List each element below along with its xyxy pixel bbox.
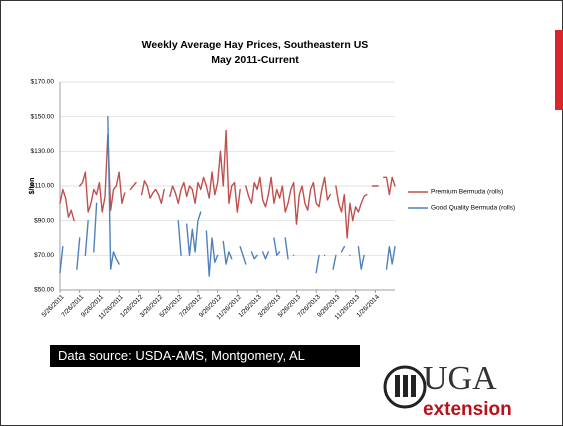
- source-text: Data source: USDA-AMS, Montgomery, AL: [58, 348, 305, 363]
- y-tick-label: $110.00: [31, 183, 54, 190]
- chart-subtitle: May 2011-Current: [211, 54, 299, 66]
- logo-subtext: extension: [423, 399, 512, 420]
- logo-column: [403, 375, 408, 397]
- y-tick-label: $150.00: [31, 113, 55, 120]
- legend-label: Good Quality Bermuda (rolls): [431, 205, 515, 212]
- legend-label: Premium Bermuda (rolls): [431, 189, 503, 196]
- logo-column: [411, 375, 416, 397]
- series-line: [59, 129, 396, 239]
- y-tick-label: $70.00: [34, 252, 54, 259]
- series-line: [59, 115, 396, 277]
- y-tick-label: $130.00: [31, 148, 55, 155]
- source-box: [50, 345, 360, 367]
- logo-column: [395, 375, 400, 397]
- y-tick-label: $50.00: [34, 287, 54, 294]
- y-tick-label: $170.00: [31, 79, 55, 86]
- y-tick-label: $90.00: [34, 217, 54, 224]
- accent-bar: [555, 30, 563, 110]
- logo: UGA extension: [383, 360, 512, 420]
- logo-text: UGA: [423, 360, 497, 397]
- y-axis-label: $/ton: [29, 178, 36, 195]
- chart-title: Weekly Average Hay Prices, Southeastern …: [142, 39, 369, 51]
